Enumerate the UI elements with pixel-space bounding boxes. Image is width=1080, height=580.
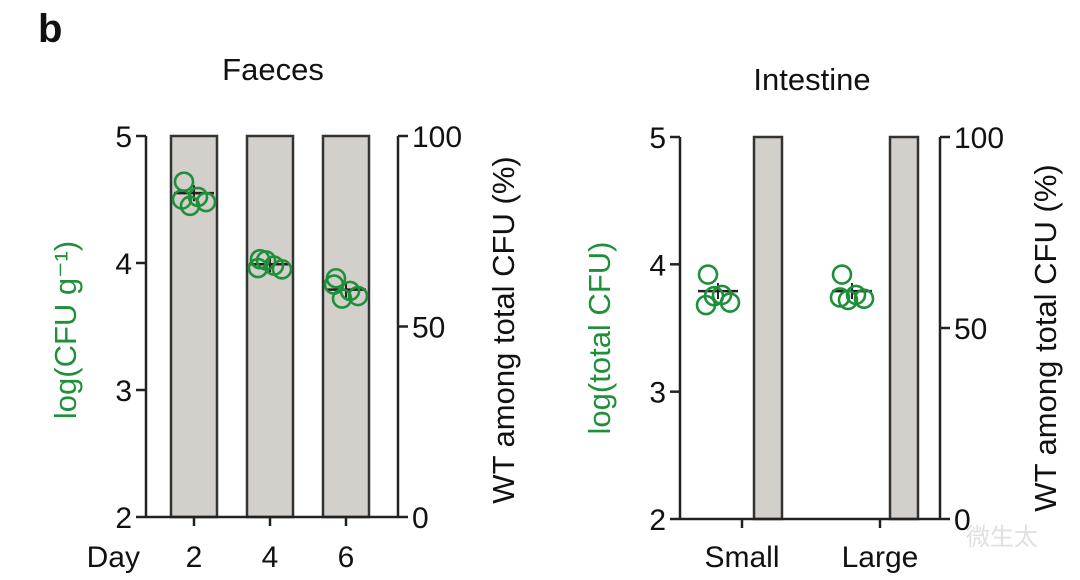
day-label: Day: [87, 541, 140, 574]
right-axis-label-faeces: WT among total CFU (%): [486, 156, 521, 503]
intestine-title: Intestine: [753, 62, 870, 97]
data-point: [347, 285, 369, 307]
faeces-title: Faeces: [222, 52, 324, 87]
data-point: [831, 264, 853, 285]
bar-small: [752, 135, 784, 521]
data-point: [829, 287, 851, 308]
faeces-panel: Faeces Day log(CFU g⁻¹) WT among total C…: [48, 52, 521, 574]
watermark-text: 微生太: [966, 523, 1038, 551]
left-tick-label: 3: [115, 375, 132, 408]
panel-label: b: [38, 7, 62, 51]
left-tick-label: 3: [649, 377, 666, 410]
left-tick-label: 5: [649, 122, 666, 155]
right-tick-label: 50: [954, 313, 987, 346]
left-axis-label-intestine: log(total CFU): [582, 242, 617, 435]
left-tick-label: 4: [115, 248, 132, 281]
data-point: [853, 288, 875, 310]
left-tick-label: 2: [649, 504, 666, 537]
data-point: [271, 259, 293, 280]
right-axis-label-intestine: WT among total CFU (%): [1028, 164, 1063, 511]
left-axis-label-faeces: log(CFU g⁻¹): [48, 241, 83, 419]
data-point: [695, 294, 717, 316]
data-point: [323, 274, 345, 295]
bar-6: [321, 134, 371, 519]
x-tick-label-small: Small: [704, 541, 779, 574]
x-tick-label-6: 6: [338, 541, 355, 574]
x-tick-label-4: 4: [262, 541, 279, 574]
left-tick-label: 4: [649, 249, 666, 282]
bar-4: [245, 134, 295, 519]
x-tick-label-2: 2: [186, 541, 203, 574]
data-point: [171, 189, 193, 210]
right-tick-label: 100: [412, 121, 462, 154]
data-point: [247, 257, 269, 279]
left-tick-label: 2: [115, 502, 132, 535]
x-tick-label-large: Large: [842, 541, 919, 574]
right-tick-label: 100: [954, 122, 1004, 155]
left-tick-label: 5: [115, 121, 132, 154]
data-point: [697, 264, 719, 285]
right-tick-label: 50: [412, 312, 445, 345]
right-tick-label: 0: [954, 504, 971, 537]
bar-large: [888, 135, 920, 521]
right-tick-label: 0: [412, 502, 429, 535]
intestine-panel: Intestine log(total CFU) WT among total …: [582, 62, 1063, 574]
